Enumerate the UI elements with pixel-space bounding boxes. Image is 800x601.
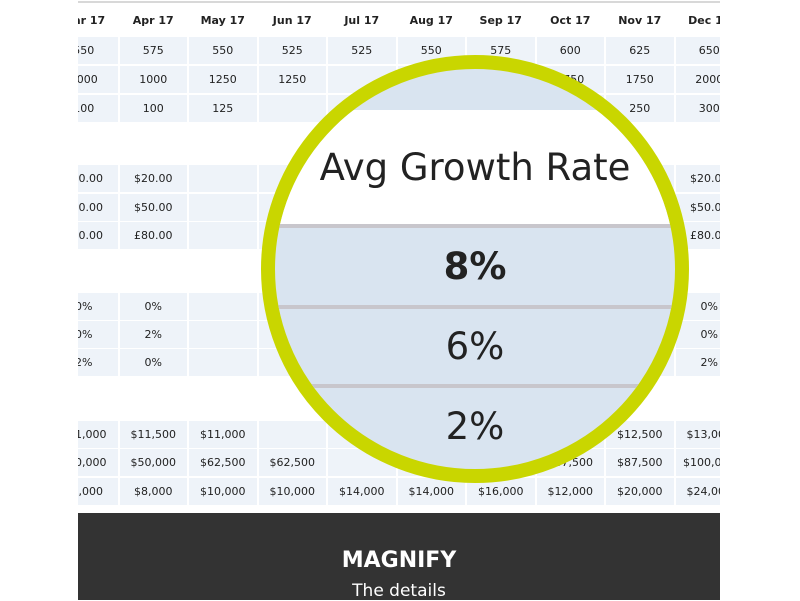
column-header: Mar 17 [78, 14, 106, 27]
table-cell[interactable] [258, 421, 326, 448]
divider [78, 1, 720, 3]
table-cell[interactable]: $14,000 [328, 478, 396, 505]
table-cell[interactable]: 1000 [119, 66, 187, 93]
table-cell[interactable] [189, 194, 257, 221]
table-cell[interactable]: 550 [78, 37, 118, 64]
table-cell[interactable]: $62,500 [189, 449, 257, 476]
column-header: Dec 17 [688, 14, 720, 27]
column-header: Aug 17 [409, 14, 453, 27]
column-header: Apr 17 [132, 14, 174, 27]
table-row: $6,000$8,000$10,000$10,000$14,000$14,000… [78, 478, 720, 505]
table-cell[interactable]: 0% [119, 293, 187, 320]
table-cell[interactable] [189, 165, 257, 192]
table-cell[interactable]: 0% [119, 349, 187, 376]
magnified-value: 6% [445, 325, 505, 368]
column-header: May 17 [200, 14, 245, 27]
table-cell[interactable]: $50,000 [119, 449, 187, 476]
table-cell[interactable]: 100 [78, 95, 118, 122]
table-cell[interactable] [189, 293, 257, 320]
table-cell[interactable]: $87,500 [606, 449, 674, 476]
table-cell[interactable]: $20.00 [119, 165, 187, 192]
table-cell[interactable]: 0% [78, 321, 118, 348]
table-cell[interactable]: $20.00 [675, 165, 720, 192]
table-cell[interactable]: 100 [119, 95, 187, 122]
spreadsheet: Mar 17 Apr 17 May 17 Jun 17 Jul 17 Aug 17 Sep … [78, 0, 720, 513]
table-cell[interactable]: 2% [119, 321, 187, 348]
table-cell[interactable]: $11,000 [78, 421, 118, 448]
table-cell[interactable]: $24,000 [675, 478, 720, 505]
table-cell[interactable]: 1250 [189, 66, 257, 93]
table-cell[interactable] [189, 222, 257, 249]
table-cell[interactable]: £80.00 [119, 222, 187, 249]
table-cell[interactable]: 125 [189, 95, 257, 122]
table-cell[interactable]: 600 [536, 37, 604, 64]
column-header: Nov 17 [618, 14, 662, 27]
table-cell[interactable]: 650 [675, 37, 720, 64]
table-cell[interactable]: $8,000 [119, 478, 187, 505]
table-cell[interactable]: $62,500 [258, 449, 326, 476]
table-cell[interactable]: $10,000 [258, 478, 326, 505]
header-row: Mar 17 Apr 17 May 17 Jun 17 Jul 17 Aug 17 Sep … [78, 7, 720, 34]
table-cell[interactable]: $16,000 [467, 478, 535, 505]
magnifier-lens: Avg Growth Rate 8% 6% 2% [261, 55, 689, 483]
table-cell[interactable]: $13,000 [675, 421, 720, 448]
table-cell[interactable]: 525 [258, 37, 326, 64]
magnified-value: 8% [443, 245, 507, 288]
table-cell[interactable]: $14,000 [397, 478, 465, 505]
table-cell[interactable]: 550 [189, 37, 257, 64]
table-cell[interactable]: 0% [78, 293, 118, 320]
table-cell[interactable] [189, 349, 257, 376]
banner-subtitle: The details [352, 581, 446, 601]
table-cell[interactable]: $6,000 [78, 478, 118, 505]
table-cell[interactable] [189, 321, 257, 348]
table-cell[interactable]: 2% [78, 349, 118, 376]
table-cell[interactable]: 2000 [675, 66, 720, 93]
column-header: Sep 17 [479, 14, 522, 27]
magnified-value: 2% [445, 405, 505, 448]
table-cell[interactable]: $50.00 [119, 194, 187, 221]
magnified-heading: Avg Growth Rate [275, 110, 675, 224]
table-cell[interactable]: 1000 [78, 66, 118, 93]
table-cell[interactable]: 2% [675, 349, 720, 376]
caption-banner: MAGNIFY The details [78, 513, 720, 601]
table-cell[interactable]: $50,000 [78, 449, 118, 476]
table-cell[interactable]: $20.00 [78, 165, 118, 192]
table-cell[interactable]: 0% [675, 321, 720, 348]
table-cell[interactable]: 1250 [258, 66, 326, 93]
table-cell[interactable]: 575 [119, 37, 187, 64]
table-cell[interactable]: $10,000 [189, 478, 257, 505]
table-cell[interactable]: $100,000 [675, 449, 720, 476]
table-cell[interactable]: 525 [328, 37, 396, 64]
column-header: Oct 17 [550, 14, 591, 27]
table-cell[interactable]: 1750 [606, 66, 674, 93]
table-cell[interactable]: $50.00 [78, 194, 118, 221]
table-cell[interactable]: £80.00 [78, 222, 118, 249]
table-cell[interactable]: $12,000 [536, 478, 604, 505]
table-row: 550575550525525550575600625650 [78, 37, 720, 64]
column-header: Jul 17 [344, 14, 380, 27]
table-cell[interactable]: $50.00 [675, 194, 720, 221]
table-cell[interactable]: 625 [606, 37, 674, 64]
table-cell[interactable]: $11,000 [189, 421, 257, 448]
table-cell[interactable]: 300 [675, 95, 720, 122]
column-header: Jun 17 [272, 14, 312, 27]
table-cell[interactable]: $11,500 [119, 421, 187, 448]
table-cell[interactable]: $20,000 [606, 478, 674, 505]
banner-title: MAGNIFY [341, 548, 457, 573]
